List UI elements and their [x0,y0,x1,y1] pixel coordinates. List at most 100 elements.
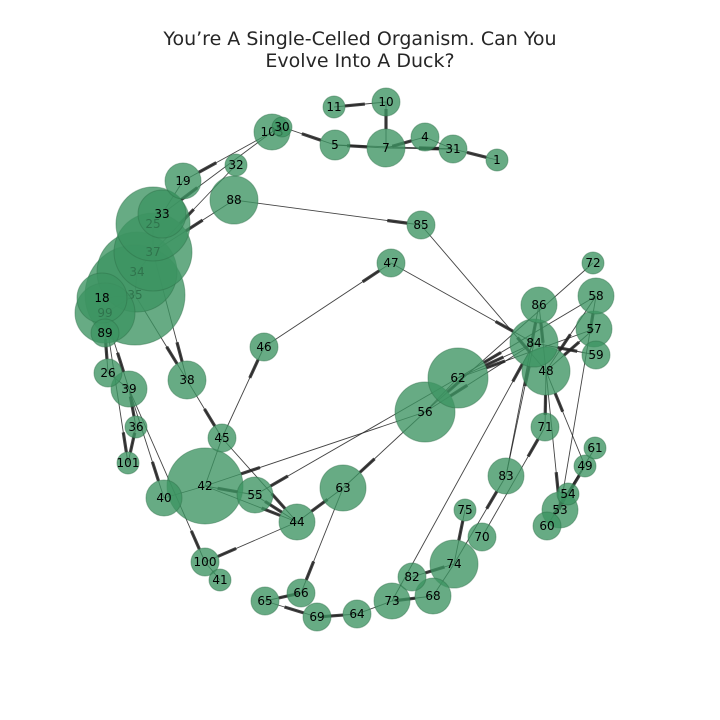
node-circle [124,415,148,439]
edge-arrowhead-45-46 [248,359,260,379]
node-circle [556,482,580,506]
node-circle [164,162,202,200]
node-circle [278,503,316,541]
node-circle [532,511,562,541]
node-circle [373,582,411,620]
node-circle [487,457,525,495]
edge-arrowhead-56-42 [240,465,261,476]
edge-arrowhead-73-84 [511,363,524,383]
node-label: 39 [121,382,136,396]
edge-arrowhead-74-83 [485,490,499,510]
edge-arrowhead-10-11 [344,102,366,108]
node-circle [414,577,452,615]
node-label: 54 [560,487,575,501]
edge-arrowhead-99-39 [116,352,126,373]
node-circle [467,522,497,552]
edge-arrowhead-84-62 [484,355,505,367]
node-100: 100 [190,547,220,577]
node-label: 71 [537,420,552,434]
node-circle [319,129,351,161]
node-label: 53 [552,503,567,517]
edge-arrowhead-39-40 [150,461,161,482]
node-19: 19 [164,162,202,200]
node-circle [236,476,274,514]
node-36: 36 [124,415,148,439]
node-circle [145,479,183,517]
node-label: 55 [247,488,262,502]
node-44: 44 [278,503,316,541]
node-label: 19 [175,174,190,188]
node-label: 41 [212,573,227,587]
node-label: 47 [383,256,398,270]
node-label: 69 [309,610,324,624]
node-59: 59 [581,340,611,370]
node-label: 61 [587,441,602,455]
node-40: 40 [145,479,183,517]
edge-arrowhead-99-101 [121,432,128,453]
node-label: 42 [197,479,212,493]
node-circle [371,87,401,117]
node-label: 74 [446,557,461,571]
node-label: 45 [214,431,229,445]
edge-arrowhead-37-38 [175,341,184,363]
node-70: 70 [467,522,497,552]
node-62: 62 [427,347,489,409]
node-label: 10 [378,95,393,109]
node-65: 65 [250,586,280,616]
node-45: 45 [207,423,237,453]
graph-nodes: 3534374225566299183348748488637381939404… [74,87,615,632]
node-30: 30 [271,116,293,138]
edge-arrowhead-88-85 [387,218,408,225]
node-circle [406,210,436,240]
node-label: 86 [531,298,546,312]
node-66: 66 [286,578,316,608]
node-circle [286,578,316,608]
edge-arrowhead-58-62 [482,351,502,365]
node-label: 85 [413,218,428,232]
node-7: 7 [366,128,406,168]
node-82: 82 [397,562,427,592]
node-label: 66 [293,586,308,600]
edge-arrowhead-65-69 [284,605,305,615]
node-5: 5 [319,129,351,161]
node-circle [366,128,406,168]
edge-arrowhead-44-100 [217,546,237,558]
node-label: 82 [404,570,419,584]
node-10: 10 [371,87,401,117]
node-circle [573,454,597,478]
node-label: 70 [474,530,489,544]
node-label: 64 [349,607,364,621]
node-circle [376,248,406,278]
node-circle [453,498,477,522]
node-label: 58 [588,289,603,303]
node-55: 55 [236,476,274,514]
node-label: 62 [450,371,465,385]
node-38: 38 [167,360,207,400]
node-33: 33 [137,189,187,239]
node-1: 1 [485,148,509,172]
node-31: 31 [438,134,468,164]
node-label: 11 [326,100,341,114]
node-label: 30 [274,120,289,134]
node-label: 1 [493,153,501,167]
node-label: 84 [526,336,541,350]
node-circle [90,318,120,348]
node-label: 33 [154,207,169,221]
node-label: 7 [382,141,390,155]
node-61: 61 [583,436,607,460]
edge-arrowhead-31-1 [466,150,487,159]
edge-arrowhead-39-100 [189,530,201,550]
edge-arrowhead-59-84 [557,345,578,353]
node-label: 18 [94,291,109,305]
edge-arrowhead-56-63 [358,457,376,474]
edge-arrowhead-103-19 [197,161,218,174]
node-label: 44 [289,515,304,529]
node-64: 64 [342,599,372,629]
edge-arrowhead-74-75 [457,520,465,541]
node-75: 75 [453,498,477,522]
edge-arrowhead-62-55 [269,474,289,488]
node-circle [137,189,187,239]
node-49: 49 [573,454,597,478]
node-circle [342,599,372,629]
